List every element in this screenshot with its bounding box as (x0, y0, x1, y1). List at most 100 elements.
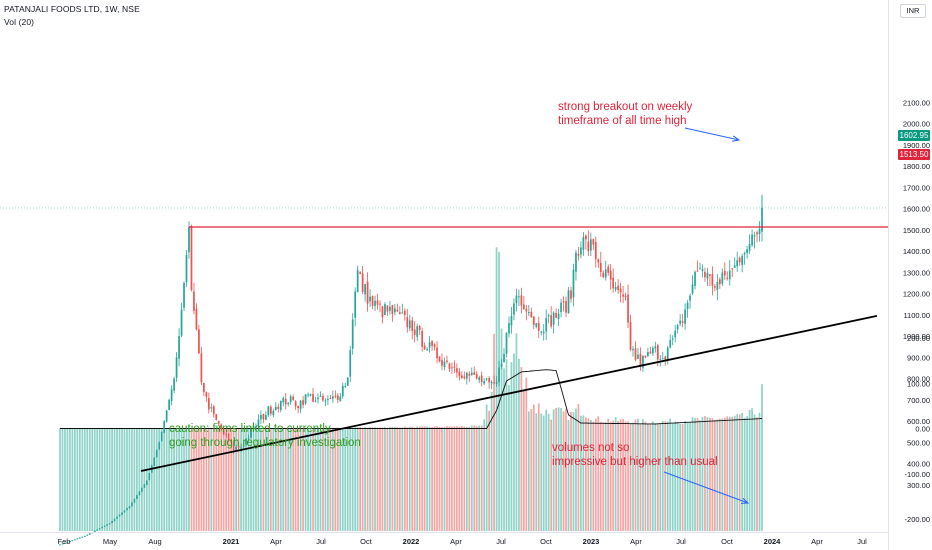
volume-bar (140, 428, 143, 531)
volume-bar (761, 384, 763, 531)
candle-body (222, 428, 225, 435)
volume-bar (485, 404, 488, 531)
volume-bar (622, 418, 624, 531)
volume-bar (523, 389, 525, 531)
volume-bar (282, 427, 285, 531)
candle-body (480, 375, 483, 383)
candle-body (113, 518, 116, 522)
volume-bar (691, 417, 694, 531)
candle-body (284, 398, 287, 405)
candle-body (475, 373, 478, 379)
candle-body (691, 284, 694, 294)
volume-bar (384, 427, 386, 531)
candle-body (654, 346, 657, 349)
candle-body (498, 367, 500, 383)
volume-bar (560, 408, 562, 531)
volume-bar (709, 417, 711, 531)
volume-bar (473, 425, 476, 531)
volume-bar (334, 427, 337, 531)
y-tick-label: 1300.00 (903, 268, 930, 277)
candle-body (523, 304, 525, 310)
candle-body (101, 526, 104, 529)
volume-bar (242, 427, 245, 531)
volume-bar (426, 426, 428, 531)
volume-bar (227, 427, 230, 531)
volume-bar (398, 427, 401, 531)
candle-body (304, 394, 307, 404)
volume-bar (629, 423, 632, 531)
y-tick-label: -100.00 (905, 470, 930, 479)
y-tick-label: 1100.00 (903, 311, 930, 320)
candle-body (279, 401, 282, 410)
volume-bar (704, 416, 706, 531)
volume-bar (550, 419, 553, 531)
candle-body (274, 406, 277, 411)
volume-bar (408, 426, 411, 531)
volume-bar (284, 428, 287, 531)
candle-body (463, 376, 466, 379)
candle-body (98, 528, 101, 530)
resistance-price-tag: 1513.50 (898, 149, 930, 160)
candle-body (158, 442, 161, 450)
volume-bar (371, 427, 374, 531)
volume-bar (456, 426, 458, 531)
candle-body (374, 300, 376, 306)
y-tick-label: 1500.00 (903, 226, 930, 235)
candle-body (354, 291, 357, 318)
volume-bar (592, 421, 595, 531)
candle-body (456, 368, 458, 373)
candle-body (647, 352, 649, 356)
candle-body (493, 382, 495, 384)
volume-bar (269, 428, 272, 531)
volume-bar (212, 428, 215, 531)
candle-body (322, 396, 324, 401)
volume-bar (478, 425, 481, 531)
volume-bar (453, 426, 456, 531)
candle-body (644, 355, 647, 358)
candle-body (709, 274, 711, 276)
volume-bar (260, 427, 262, 531)
volume-bar (220, 428, 223, 531)
candle-body (262, 413, 265, 420)
candle-body (637, 354, 639, 359)
candle-body (232, 442, 235, 451)
candle-body (64, 542, 66, 544)
volume-bar (580, 415, 582, 531)
x-tick-label: 2022 (403, 537, 420, 546)
volume-bar (168, 428, 171, 531)
volume-bar (438, 426, 441, 531)
x-tick-label: Oct (360, 537, 373, 546)
y-tick-label: 800.00 (907, 375, 930, 384)
candle-body (738, 257, 741, 263)
volume-bar (582, 415, 585, 531)
candle-body (361, 273, 364, 292)
volume-bar (369, 426, 371, 531)
candle-body (96, 529, 99, 531)
volume-bar (624, 421, 627, 531)
candle-body (624, 295, 627, 297)
candle-body (215, 414, 218, 420)
volume-bar (587, 418, 590, 531)
volume-bar (542, 415, 545, 531)
candle-body (748, 244, 751, 251)
currency-button[interactable]: INR (900, 4, 926, 18)
candle-body (384, 304, 386, 315)
candle-body (736, 260, 739, 267)
volume-bar (111, 427, 113, 531)
candle-body (607, 266, 610, 273)
candle-body (681, 321, 684, 323)
volume-bar (319, 428, 322, 531)
volume-indicator-label[interactable]: Vol (20) (4, 17, 35, 27)
candle-body (188, 226, 190, 253)
volume-bar (647, 423, 649, 531)
y-tick-label: 600.00 (907, 417, 930, 426)
x-tick-label: Jul (857, 537, 867, 546)
candle-body (629, 322, 632, 350)
volume-bar (61, 427, 64, 531)
volume-bar (158, 427, 161, 531)
candle-body (69, 540, 71, 542)
volume-bar (349, 427, 352, 531)
volume-bar (666, 421, 669, 531)
candle-body (106, 524, 108, 526)
